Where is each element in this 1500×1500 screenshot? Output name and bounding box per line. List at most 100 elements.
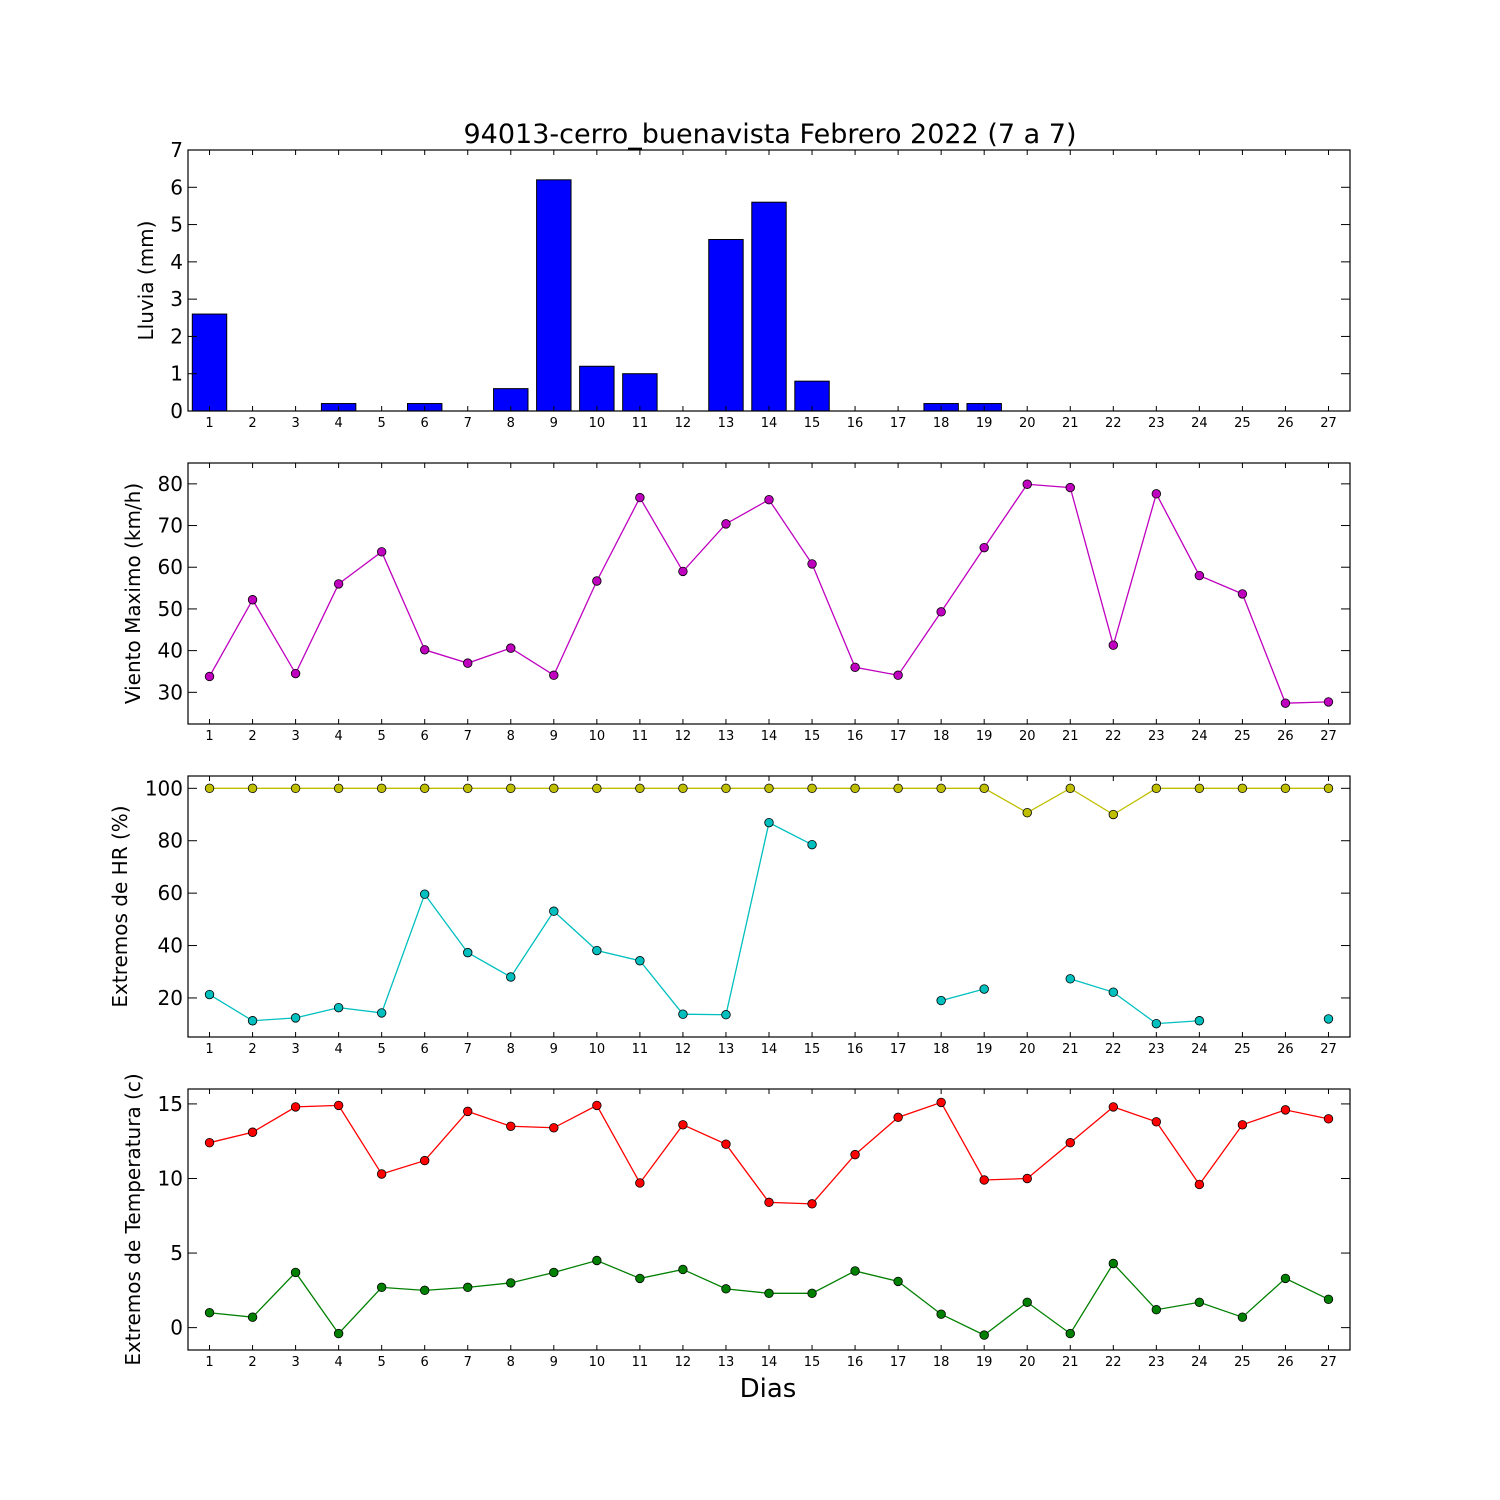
x-tick-label: 10 (589, 729, 606, 744)
series-2-point-day-25 (1237, 1312, 1248, 1322)
x-tick-label: 15 (804, 729, 821, 744)
series-2-point-day-4 (333, 1002, 344, 1013)
y-tick-label: 2 (170, 324, 183, 348)
series-1-point-day-12 (678, 566, 688, 577)
x-tick-label: 15 (804, 1355, 821, 1370)
bar-day-13 (708, 238, 744, 412)
series-1-point-day-8 (506, 783, 516, 794)
x-tick-label: 11 (632, 416, 649, 431)
series-1-point-day-11 (635, 492, 645, 503)
x-tick-label: 7 (464, 416, 472, 431)
series-2-point-day-11 (635, 1273, 645, 1284)
series-2-point-day-13 (721, 1010, 731, 1020)
y-tick-label: 80 (158, 829, 183, 853)
series-1-point-day-4 (333, 579, 344, 589)
x-axis-label: Dias (740, 1374, 797, 1404)
series-1-point-day-22 (1108, 809, 1119, 820)
series-1-point-day-14 (764, 494, 774, 505)
series-1-point-day-1 (204, 1137, 215, 1148)
series-2-point-day-1 (204, 989, 215, 1000)
x-tick-label: 19 (976, 1042, 993, 1057)
y-tick-label: 30 (158, 680, 183, 704)
x-tick-label: 5 (378, 1355, 386, 1370)
y-tick-label: 6 (170, 175, 183, 199)
series-1-point-day-10 (592, 576, 602, 586)
y-axis-label: Viento Maximo (km/h) (121, 483, 145, 704)
series-2-point-day-22 (1108, 1258, 1119, 1269)
series-1-point-day-12 (678, 1120, 688, 1130)
series-1-point-day-27 (1323, 783, 1334, 794)
x-tick-label: 8 (507, 1042, 515, 1057)
x-tick-label: 13 (718, 729, 735, 744)
series-1-point-day-9 (549, 783, 559, 794)
series-1-point-day-1 (204, 671, 215, 682)
series-1-point-day-26 (1280, 783, 1291, 794)
series-2-point-day-7 (463, 947, 473, 958)
x-tick-label: 21 (1062, 729, 1079, 744)
x-tick-label: 8 (507, 416, 515, 431)
y-tick-label: 5 (170, 1241, 183, 1265)
x-tick-label: 22 (1105, 729, 1122, 744)
series-1-point-day-26 (1280, 1105, 1291, 1115)
series-2-point-day-10 (592, 1255, 602, 1266)
series-1-point-day-17 (893, 670, 903, 680)
series-1-point-day-15 (807, 1199, 817, 1209)
series-2-point-day-15 (807, 839, 817, 850)
x-tick-label: 14 (761, 729, 778, 744)
x-tick-label: 4 (334, 416, 342, 431)
x-tick-label: 19 (976, 1355, 993, 1370)
series-1-point-day-19 (979, 783, 989, 794)
bar-day-11 (622, 373, 658, 412)
series-2-point-day-3 (290, 1267, 301, 1278)
series-2-point-day-9 (549, 1267, 559, 1278)
series-1-point-day-3 (290, 668, 301, 679)
x-tick-label: 27 (1320, 729, 1337, 744)
series-1-point-day-23 (1151, 1117, 1162, 1127)
x-tick-label: 17 (890, 1042, 907, 1057)
bar-day-10 (579, 365, 615, 412)
series-2-point-day-19 (979, 1330, 989, 1340)
series-1-point-day-17 (893, 783, 903, 794)
x-tick-label: 4 (334, 729, 342, 744)
series-2-line (1070, 978, 1200, 1025)
series-1-point-day-2 (247, 595, 258, 605)
x-tick-label: 20 (1019, 1355, 1036, 1370)
series-1-point-day-25 (1237, 589, 1248, 599)
x-tick-label: 9 (550, 1042, 558, 1057)
x-tick-label: 12 (675, 1355, 692, 1370)
x-tick-label: 27 (1320, 416, 1337, 431)
series-1-point-day-20 (1022, 1173, 1032, 1184)
series-2-point-day-12 (678, 1264, 688, 1275)
x-tick-label: 26 (1277, 1042, 1294, 1057)
chart-title: 94013-cerro_buenavista Febrero 2022 (7 a… (464, 119, 1077, 150)
x-tick-label: 11 (632, 1355, 649, 1370)
y-tick-label: 60 (158, 881, 183, 905)
series-1-point-day-14 (764, 783, 774, 794)
y-tick-label: 80 (158, 472, 183, 496)
series-2-point-day-9 (549, 906, 559, 916)
x-tick-label: 12 (675, 729, 692, 744)
series-1-point-day-16 (850, 783, 860, 794)
y-axis-label: Lluvia (mm) (134, 221, 158, 341)
series-2-point-day-5 (376, 1008, 387, 1018)
series-1-point-day-11 (635, 1178, 645, 1188)
panel-1: 1 2 3 4 5 6 7 8 9 10 11 12 13 14 15 16 17 18 19 20 21 22 23 24 2… (134, 138, 1351, 431)
x-tick-label: 20 (1019, 729, 1036, 744)
x-tick-label: 22 (1105, 1355, 1122, 1370)
y-axis-label: Extremos de Temperatura (c) (121, 1073, 145, 1365)
x-tick-label: 27 (1320, 1042, 1337, 1057)
x-tick-label: 3 (291, 416, 299, 431)
series-1-point-day-2 (247, 783, 258, 794)
x-tick-label: 21 (1062, 1355, 1079, 1370)
series-1-point-day-15 (807, 559, 817, 569)
bar-day-14 (751, 201, 787, 412)
x-tick-label: 18 (933, 416, 950, 431)
x-tick-label: 6 (421, 1042, 429, 1057)
x-tick-label: 2 (248, 1355, 256, 1370)
x-tick-label: 1 (205, 729, 213, 744)
series-1-point-day-24 (1194, 783, 1205, 794)
series-2-point-day-5 (376, 1282, 387, 1293)
series-1-point-day-14 (764, 1197, 774, 1208)
series-1-point-day-9 (549, 1123, 559, 1133)
series-2-point-day-16 (850, 1266, 860, 1276)
